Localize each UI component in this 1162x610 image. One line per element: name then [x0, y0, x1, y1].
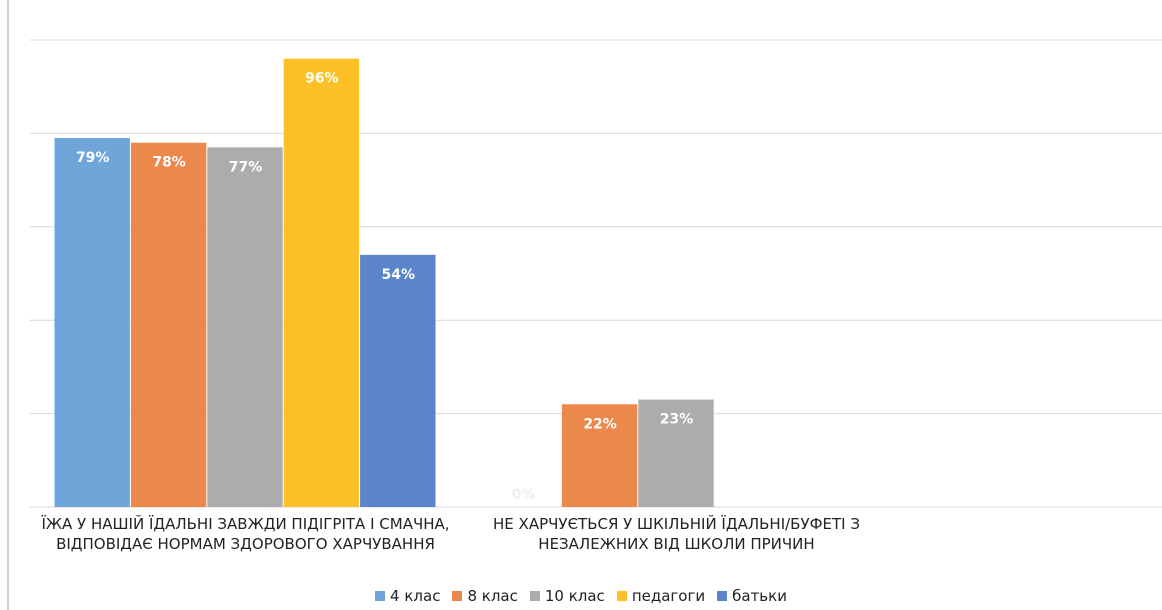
- data-label: 23%: [660, 412, 694, 428]
- data-label: 96%: [305, 71, 339, 87]
- legend-swatch: [616, 591, 627, 601]
- bar: [207, 147, 283, 507]
- bar: [360, 254, 436, 507]
- legend-label: педагоги: [631, 587, 706, 605]
- data-label: 79%: [76, 150, 110, 166]
- data-label: 0%: [512, 487, 536, 503]
- x-tick-label: ЇЖА У НАШІЙ ЇДАЛЬНІ ЗАВЖДИ ПІДІГРІТА І С…: [41, 515, 450, 553]
- legend: 4 клас 8 клас 10 клас педагоги батьки: [0, 587, 1162, 605]
- data-label: 54%: [382, 267, 416, 283]
- legend-item: 8 клас: [452, 587, 518, 605]
- legend-label: батьки: [732, 587, 787, 605]
- data-label: 78%: [152, 155, 186, 171]
- bar: [283, 58, 360, 508]
- legend-item: 4 клас: [375, 587, 440, 605]
- legend-label: 8 клас: [467, 587, 518, 605]
- legend-swatch: [529, 591, 540, 601]
- legend-item: 10 клас: [529, 587, 605, 605]
- data-label: 22%: [583, 416, 617, 432]
- bar: [638, 399, 714, 507]
- legend-swatch: [717, 591, 728, 601]
- bar: [130, 142, 207, 508]
- bar: [54, 138, 130, 507]
- bar: [561, 404, 638, 507]
- legend-item: педагоги: [616, 587, 706, 605]
- x-tick-label: НЕ ХАРЧУЄТЬСЯ У ШКІЛЬНІЙ ЇДАЛЬНІ/БУФЕТІ …: [493, 515, 860, 553]
- legend-swatch: [375, 591, 386, 601]
- legend-label: 4 клас: [390, 587, 441, 605]
- data-label: 77%: [229, 159, 263, 175]
- legend-swatch: [452, 591, 463, 601]
- legend-item: батьки: [717, 587, 787, 605]
- legend-label: 10 клас: [544, 587, 605, 605]
